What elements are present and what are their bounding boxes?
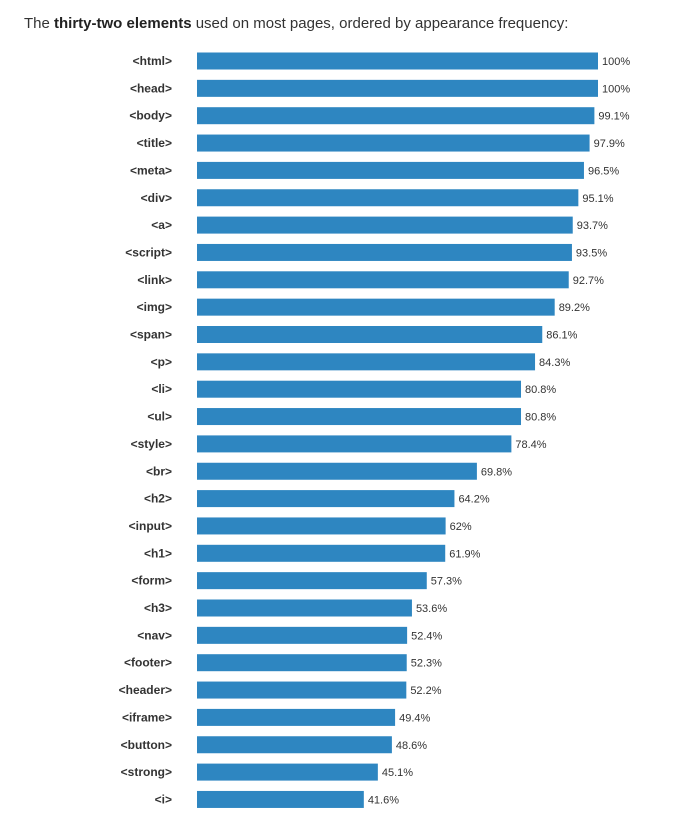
value-label: 80.8% <box>525 384 556 396</box>
bar <box>197 790 364 808</box>
value-label: 97.9% <box>594 138 625 150</box>
bar <box>197 708 396 726</box>
bar <box>197 490 455 508</box>
bar <box>197 161 584 179</box>
category-label: <div> <box>141 191 172 205</box>
bar <box>197 271 569 289</box>
bar <box>197 107 595 125</box>
category-label: <input> <box>129 519 172 533</box>
category-label: <button> <box>121 738 172 752</box>
value-label: 93.7% <box>577 220 608 232</box>
category-label: <h1> <box>144 546 172 560</box>
category-label: <h3> <box>144 601 172 615</box>
bar <box>197 599 412 617</box>
category-label: <a> <box>151 218 172 232</box>
category-label: <title> <box>137 136 172 150</box>
bar <box>197 572 427 590</box>
bar <box>197 517 446 535</box>
bar <box>197 52 598 70</box>
category-label: <h2> <box>144 492 172 506</box>
category-label: <nav> <box>137 628 172 642</box>
bar <box>197 79 598 97</box>
category-label: <br> <box>146 464 172 478</box>
value-label: 84.3% <box>539 357 570 369</box>
category-label: <script> <box>125 245 172 259</box>
value-label: 52.3% <box>411 658 442 670</box>
category-label: <meta> <box>130 163 172 177</box>
value-label: 53.6% <box>416 603 447 615</box>
bar <box>197 243 572 261</box>
category-label: <body> <box>129 109 172 123</box>
category-label: <header> <box>119 683 172 697</box>
bar <box>197 435 512 453</box>
value-label: 48.6% <box>396 740 427 752</box>
value-label: 69.8% <box>481 466 512 478</box>
bar <box>197 654 407 672</box>
value-label: 100% <box>602 83 630 95</box>
value-label: 49.4% <box>399 712 430 724</box>
category-label: <link> <box>137 273 172 287</box>
value-label: 78.4% <box>515 439 546 451</box>
intro-emphasis: thirty-two elements <box>54 15 192 32</box>
value-label: 96.5% <box>588 165 619 177</box>
intro-suffix: used on most pages, ordered by appearanc… <box>191 15 569 32</box>
value-label: 52.2% <box>410 685 441 697</box>
category-label: <style> <box>131 437 172 451</box>
bar <box>197 134 590 152</box>
value-label: 80.8% <box>525 412 556 424</box>
value-label: 62% <box>450 521 472 533</box>
category-label: <iframe> <box>122 710 172 724</box>
value-label: 52.4% <box>411 630 442 642</box>
value-label: 99.1% <box>598 111 629 123</box>
bar <box>197 189 579 207</box>
category-label: <head> <box>130 81 172 95</box>
value-label: 41.6% <box>368 794 399 806</box>
value-label: 89.2% <box>559 302 590 314</box>
category-label: <form> <box>131 574 172 588</box>
category-label: <strong> <box>121 765 172 779</box>
category-label: <img> <box>137 300 172 314</box>
bar <box>197 353 536 371</box>
bar <box>197 544 446 562</box>
value-label: 61.9% <box>449 548 480 560</box>
category-label: <span> <box>130 328 172 342</box>
category-label: <i> <box>155 792 172 806</box>
category-label: <li> <box>151 382 172 396</box>
bar <box>197 681 407 699</box>
value-label: 92.7% <box>573 275 604 287</box>
value-label: 95.1% <box>582 193 613 205</box>
bar <box>197 763 378 781</box>
bar <box>197 326 543 343</box>
bar <box>197 216 573 234</box>
value-label: 45.1% <box>382 767 413 779</box>
category-label: <html> <box>133 54 172 68</box>
intro-prefix: The <box>24 15 55 32</box>
value-label: 86.1% <box>546 330 577 342</box>
value-label: 64.2% <box>458 494 489 506</box>
category-label: <footer> <box>124 656 172 670</box>
bar <box>197 462 477 480</box>
bar <box>197 736 392 754</box>
value-label: 93.5% <box>576 247 607 259</box>
category-label: <ul> <box>147 410 172 424</box>
value-label: 57.3% <box>431 576 462 588</box>
bar <box>197 380 522 398</box>
chart-intro: The thirty-two elements used on most pag… <box>24 14 664 34</box>
value-label: 100% <box>602 56 630 68</box>
bar <box>197 408 522 426</box>
bar <box>197 626 408 644</box>
category-label: <p> <box>151 355 172 369</box>
bar <box>197 298 555 316</box>
